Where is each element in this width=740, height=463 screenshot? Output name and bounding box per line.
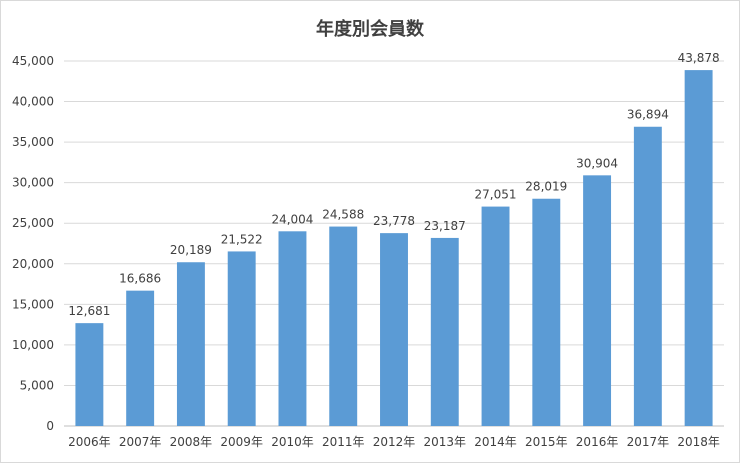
x-tick-label: 2011年 xyxy=(322,435,365,449)
y-tick-label: 0 xyxy=(46,419,54,433)
x-tick-label: 2010年 xyxy=(271,435,314,449)
bar xyxy=(532,198,561,426)
y-tick-label: 15,000 xyxy=(12,297,54,311)
y-tick-label: 35,000 xyxy=(12,135,54,149)
data-label: 36,894 xyxy=(627,108,669,122)
x-tick-label: 2017年 xyxy=(627,435,670,449)
x-tick-label: 2008年 xyxy=(170,435,213,449)
bar xyxy=(126,290,155,426)
x-tick-label: 2006年 xyxy=(68,435,111,449)
x-tick-label: 2015年 xyxy=(525,435,568,449)
bar xyxy=(75,323,104,426)
y-tick-label: 25,000 xyxy=(12,216,54,230)
y-tick-label: 30,000 xyxy=(12,176,54,190)
x-tick-label: 2018年 xyxy=(677,435,720,449)
data-label: 16,686 xyxy=(119,272,161,286)
x-tick-label: 2009年 xyxy=(220,435,263,449)
bar xyxy=(481,206,510,426)
x-tick-label: 2016年 xyxy=(576,435,619,449)
data-label: 21,522 xyxy=(221,232,263,246)
data-label: 24,004 xyxy=(271,212,313,226)
data-label: 27,051 xyxy=(475,188,517,202)
y-tick-label: 40,000 xyxy=(12,95,54,109)
bar xyxy=(329,226,358,426)
bar xyxy=(430,237,459,426)
data-label: 20,189 xyxy=(170,243,212,257)
y-tick-label: 20,000 xyxy=(12,257,54,271)
bar xyxy=(278,231,307,426)
x-tick-label: 2007年 xyxy=(119,435,162,449)
bar xyxy=(227,251,256,426)
x-tick-label: 2012年 xyxy=(373,435,416,449)
x-tick-label: 2014年 xyxy=(474,435,517,449)
data-label: 43,878 xyxy=(678,51,720,65)
data-label: 24,588 xyxy=(322,208,364,222)
data-label: 12,681 xyxy=(68,304,110,318)
bar xyxy=(684,70,713,426)
chart-title: 年度別会員数 xyxy=(316,19,424,40)
data-label: 23,187 xyxy=(424,219,466,233)
bar xyxy=(380,233,408,426)
y-tick-label: 10,000 xyxy=(12,338,54,352)
data-label: 28,019 xyxy=(525,180,567,194)
bar xyxy=(633,126,662,427)
x-tick-label: 2013年 xyxy=(423,435,466,449)
y-tick-label: 5,000 xyxy=(20,378,54,392)
y-tick-label: 45,000 xyxy=(12,54,54,68)
data-label: 30,904 xyxy=(576,156,618,170)
bar xyxy=(176,262,205,426)
data-label: 23,778 xyxy=(373,214,415,228)
bar xyxy=(583,175,612,426)
